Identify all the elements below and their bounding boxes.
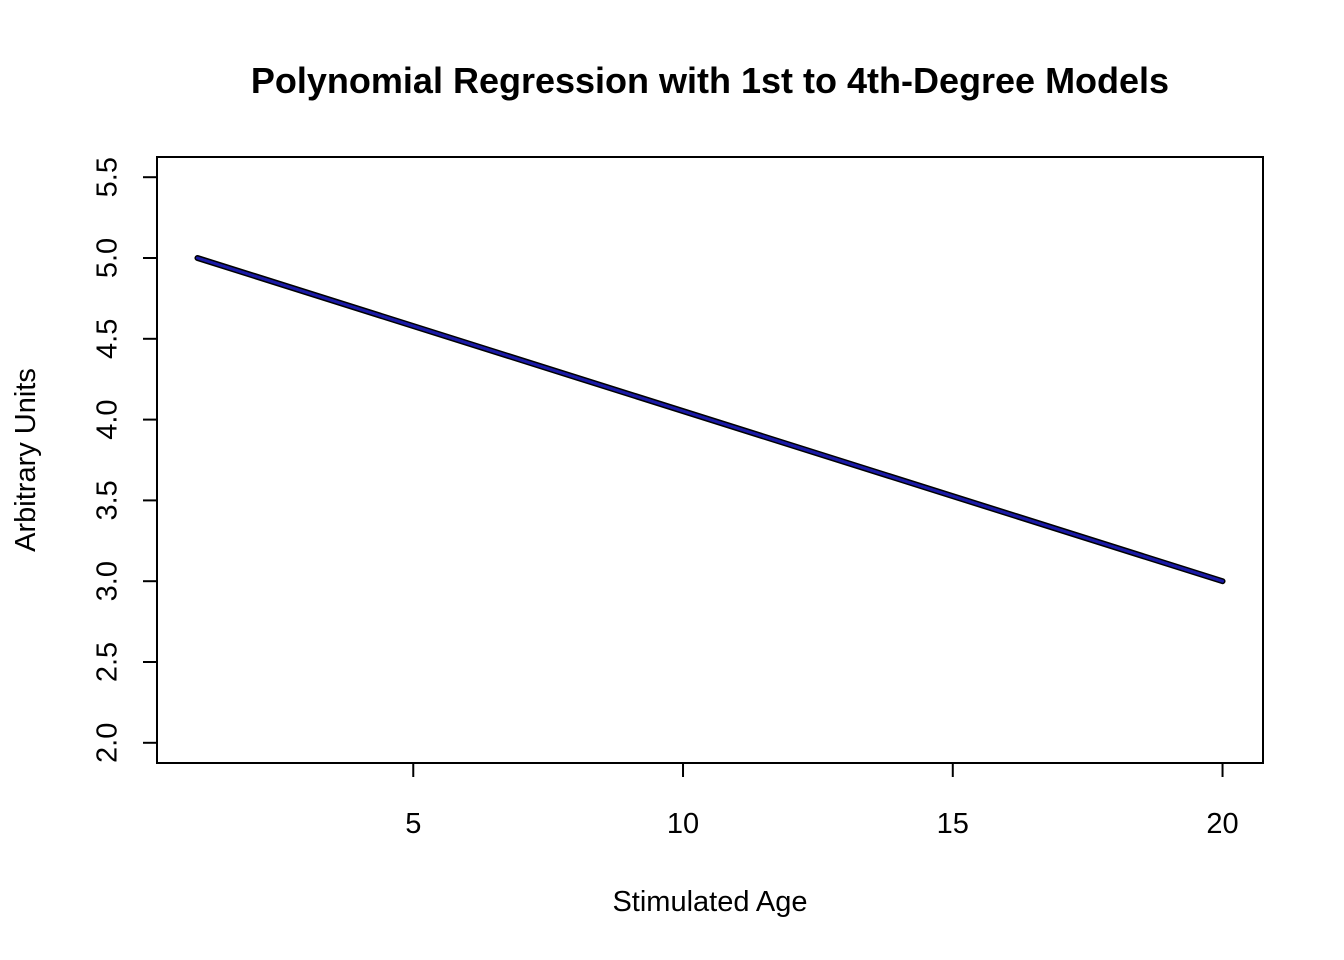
y-tick-label: 2.0	[92, 723, 124, 763]
series-line	[195, 256, 1225, 583]
plot-frame	[156, 156, 1264, 764]
y-tick-label: 4.0	[92, 399, 124, 439]
series-layer	[194, 255, 1226, 585]
y-tick-label: 5.0	[92, 238, 124, 278]
x-axis-label: Stimulated Age	[612, 886, 807, 918]
x-tick-label: 20	[1206, 808, 1238, 840]
y-axis: 2.0 2.5 3.0 3.5 4.0 4.5 5.0 5.5	[92, 157, 158, 763]
y-tick-label: 2.5	[92, 642, 124, 682]
x-axis: 5 10 15 20	[405, 762, 1239, 840]
y-axis-label: Arbitrary Units	[10, 368, 42, 552]
y-tick-label: 3.5	[92, 480, 124, 520]
x-tick-label: 5	[405, 808, 421, 840]
x-tick-label: 10	[667, 808, 699, 840]
x-tick-label: 15	[937, 808, 969, 840]
y-tick-label: 3.0	[92, 561, 124, 601]
chart-title: Polynomial Regression with 1st to 4th-De…	[251, 60, 1169, 101]
y-tick-label: 4.5	[92, 319, 124, 359]
y-tick-label: 5.5	[92, 157, 124, 197]
